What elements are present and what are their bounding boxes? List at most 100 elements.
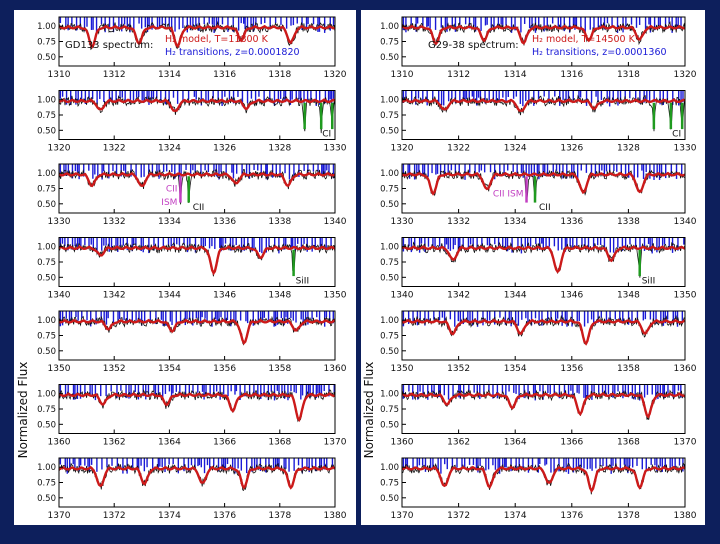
h2-model-line — [401, 318, 686, 346]
h2-model-line — [401, 98, 686, 112]
x-tick-label: 1350 — [324, 291, 347, 301]
y-tick-label: 0.50 — [37, 347, 56, 357]
x-tick-label: 1330 — [674, 144, 697, 154]
x-tick-label: 1316 — [213, 70, 236, 80]
y-tick-label: 1.00 — [37, 463, 56, 473]
x-tick-label: 1374 — [504, 511, 527, 521]
x-tick-label: 1340 — [391, 291, 414, 301]
x-tick-label: 1378 — [617, 511, 640, 521]
x-tick-label: 1360 — [48, 438, 71, 448]
y-tick-label: 0.75 — [380, 111, 399, 121]
x-tick-label: 1362 — [103, 438, 126, 448]
y-tick-label: 0.75 — [37, 405, 56, 415]
y-tick-label: 0.50 — [380, 347, 399, 357]
y-tick-label: 0.75 — [380, 332, 399, 342]
y-tick-label: 1.00 — [37, 243, 56, 253]
panel-1340-1350: SiII 1.00 0.75 0.50 1340 1342 1344 1346 1348 1350 — [37, 237, 347, 301]
y-tick-label: 1.00 — [37, 22, 56, 32]
spectrum-line — [58, 95, 336, 134]
right-figure-panel — [361, 10, 705, 525]
x-tick-label: 1380 — [674, 511, 697, 521]
x-tick-label: 1366 — [560, 438, 583, 448]
h2-model-line — [401, 171, 686, 196]
panel-1360-1370: 1.00 0.75 0.50 1360 1362 1364 1366 1368 1370 — [380, 384, 697, 448]
annotation-label: SiII — [642, 276, 656, 286]
h2-transition-ticks — [402, 384, 682, 401]
x-tick-label: 1340 — [48, 291, 71, 301]
annotation-label: CI — [672, 129, 681, 139]
x-tick-label: 1350 — [391, 364, 414, 374]
annotation-label: CII — [166, 185, 178, 195]
x-tick-label: 1314 — [158, 70, 181, 80]
x-tick-label: 1370 — [674, 438, 697, 448]
y-tick-label: 0.75 — [380, 185, 399, 195]
x-tick-label: 1318 — [268, 70, 291, 80]
h2-model-line — [401, 24, 685, 46]
annotation-label: SiII — [296, 276, 310, 286]
legend: G29-38 spectrum: H₂ model, T=14500 K H₂ tr… — [428, 34, 667, 58]
x-tick-label: 1332 — [103, 217, 126, 227]
x-tick-label: 1330 — [391, 217, 414, 227]
x-tick-label: 1310 — [391, 70, 414, 80]
y-tick-label: 0.75 — [37, 38, 56, 48]
x-tick-label: 1362 — [447, 438, 470, 448]
legend: GD133 spectrum: H₂ model, T=11800 K H₂ tra… — [65, 34, 300, 58]
x-tick-label: 1360 — [674, 364, 697, 374]
x-tick-label: 1364 — [504, 438, 527, 448]
h2-model-line — [401, 245, 686, 274]
x-tick-label: 1332 — [447, 217, 470, 227]
y-tick-label: 0.50 — [380, 420, 399, 430]
x-tick-label: 1330 — [324, 144, 347, 154]
x-tick-label: 1356 — [560, 364, 583, 374]
h2-transition-ticks — [402, 90, 684, 107]
x-tick-label: 1320 — [324, 70, 347, 80]
x-tick-label: 1370 — [391, 511, 414, 521]
legend-spectrum: G29-38 spectrum: — [428, 40, 519, 51]
h2-model-line — [58, 171, 336, 188]
panel-1370-1380: 1.00 0.75 0.50 1370 1372 1374 1376 1378 1380 — [380, 457, 697, 521]
panel-1330-1340: CII ISM CII 1.00 0.75 0.50 1330 1332 1334 1336 133… — [37, 163, 347, 227]
x-tick-label: 1354 — [504, 364, 527, 374]
x-tick-label: 1320 — [48, 144, 71, 154]
x-tick-label: 1366 — [213, 438, 236, 448]
legend-spectrum: GD133 spectrum: — [65, 40, 153, 51]
x-tick-label: 1314 — [504, 70, 527, 80]
x-tick-label: 1350 — [674, 291, 697, 301]
chart-g29-38: 1.00 0.75 0.50 1310 1312 1314 1316 1318 1320 G29-… — [380, 16, 697, 521]
x-tick-label: 1326 — [213, 144, 236, 154]
x-tick-label: 1340 — [324, 217, 347, 227]
x-tick-label: 1356 — [213, 364, 236, 374]
legend-transitions: H₂ transitions, z=0.0001360 — [532, 47, 667, 58]
y-tick-label: 0.50 — [37, 200, 56, 210]
panel-1320-1330: CI 1.00 0.75 0.50 1320 1322 1324 1326 1328 1330 — [37, 90, 347, 154]
ylabel-left: Normalized Flux — [16, 362, 30, 459]
x-tick-label: 1318 — [617, 70, 640, 80]
x-tick-label: 1342 — [103, 291, 126, 301]
annotation-label: CII ISM — [493, 189, 524, 199]
x-tick-label: 1378 — [268, 511, 291, 521]
y-tick-label: 1.00 — [380, 316, 399, 326]
x-tick-label: 1376 — [560, 511, 583, 521]
x-tick-label: 1342 — [447, 291, 470, 301]
legend-model: H₂ model, T=14500 K — [532, 34, 636, 45]
y-tick-label: 0.75 — [380, 405, 399, 415]
y-tick-label: 0.50 — [380, 273, 399, 283]
chart-gd133: 1.00 0.75 0.50 1310 1312 1314 1316 1318 1320 GD13… — [37, 16, 347, 521]
y-tick-label: 1.00 — [37, 316, 56, 326]
x-tick-label: 1322 — [103, 144, 126, 154]
y-tick-label: 0.50 — [37, 420, 56, 430]
x-tick-label: 1338 — [617, 217, 640, 227]
y-tick-label: 0.75 — [37, 258, 56, 268]
x-tick-label: 1328 — [268, 144, 291, 154]
x-tick-label: 1352 — [447, 364, 470, 374]
x-tick-label: 1328 — [617, 144, 640, 154]
y-tick-label: 0.75 — [37, 332, 56, 342]
x-tick-label: 1324 — [158, 144, 181, 154]
panel-1310-1320: 1.00 0.75 0.50 1310 1312 1314 1316 1318 1320 GD13… — [37, 16, 347, 80]
x-tick-label: 1374 — [158, 511, 181, 521]
x-tick-label: 1320 — [674, 70, 697, 80]
y-tick-label: 0.75 — [37, 111, 56, 121]
y-tick-label: 0.50 — [37, 273, 56, 283]
